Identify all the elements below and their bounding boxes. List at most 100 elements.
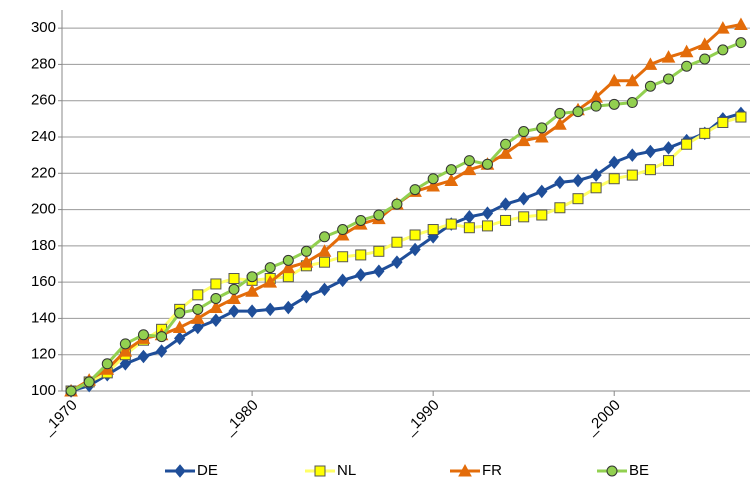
data-point — [518, 211, 530, 223]
legend-item: DE — [165, 462, 218, 479]
data-point — [463, 222, 475, 234]
x-tick-label: _1970 — [38, 397, 80, 439]
data-point — [735, 37, 747, 49]
data-point — [209, 300, 223, 314]
data-point — [192, 289, 204, 301]
data-point — [463, 210, 476, 224]
legend-item: NL — [305, 462, 356, 479]
data-point — [373, 264, 385, 279]
data-point — [681, 138, 693, 150]
data-point — [663, 73, 675, 85]
data-point — [246, 271, 258, 283]
data-point — [644, 144, 657, 159]
y-tick-label: 140 — [31, 309, 56, 326]
data-point — [318, 282, 331, 297]
x-tick-label: _2000 — [582, 397, 624, 439]
data-point — [192, 303, 204, 315]
data-point — [444, 173, 459, 187]
data-point — [643, 57, 658, 70]
y-tick-label: 180 — [31, 237, 56, 254]
data-point — [65, 385, 77, 397]
data-point — [590, 100, 602, 112]
data-point — [534, 129, 549, 143]
data-point — [174, 331, 186, 346]
series-line — [70, 23, 742, 393]
series-line — [70, 41, 742, 393]
data-point — [391, 255, 403, 269]
legend-marker — [174, 464, 186, 478]
data-point — [355, 268, 367, 282]
data-point — [373, 245, 385, 257]
data-point — [661, 50, 676, 63]
legend-marker — [458, 463, 472, 477]
y-tick-label: 120 — [31, 346, 56, 363]
data-point — [735, 111, 747, 123]
data-point — [192, 320, 204, 335]
data-point — [83, 376, 95, 388]
data-point — [572, 193, 584, 205]
data-point — [119, 338, 131, 350]
data-point — [228, 273, 240, 285]
data-point — [554, 175, 566, 190]
data-point — [536, 209, 548, 221]
data-point — [518, 191, 530, 206]
data-point — [355, 214, 367, 226]
data-point — [137, 329, 149, 341]
data-point — [518, 126, 530, 138]
data-point — [734, 17, 748, 31]
data-point — [409, 242, 421, 257]
data-point — [319, 231, 331, 243]
data-point — [463, 155, 475, 167]
data-point — [299, 255, 314, 268]
data-point — [264, 302, 276, 317]
data-point — [536, 184, 548, 199]
data-point — [172, 320, 187, 333]
data-point — [462, 162, 477, 176]
data-point — [210, 278, 222, 290]
data-point — [155, 344, 168, 358]
y-tick-label: 100 — [31, 382, 56, 399]
data-point — [699, 53, 711, 65]
data-point — [663, 155, 675, 167]
data-point — [699, 127, 711, 139]
data-point — [681, 60, 693, 72]
data-point — [319, 256, 331, 268]
y-tick-label: 300 — [31, 19, 56, 36]
data-point — [644, 80, 656, 92]
data-point — [282, 300, 294, 315]
data-point — [697, 37, 712, 50]
data-point — [427, 173, 439, 185]
data-point — [282, 254, 294, 266]
data-point — [445, 164, 457, 176]
data-point — [481, 220, 493, 232]
data-point — [644, 164, 656, 176]
data-point — [572, 106, 584, 118]
data-point — [317, 244, 332, 257]
data-point — [426, 178, 441, 192]
data-point — [337, 251, 349, 263]
data-point — [679, 44, 694, 58]
data-point — [210, 313, 222, 328]
data-point — [227, 291, 241, 304]
data-point — [174, 307, 186, 319]
data-point — [409, 184, 421, 196]
data-point — [554, 202, 566, 214]
data-point — [355, 249, 367, 261]
x-tick-label: _1980 — [220, 397, 262, 439]
legend-label: FR — [482, 462, 502, 479]
data-point — [500, 214, 512, 226]
data-point — [391, 236, 403, 248]
data-point — [156, 331, 168, 343]
data-point — [715, 21, 730, 34]
data-point — [210, 292, 222, 304]
y-tick-label: 200 — [31, 201, 56, 218]
data-point — [608, 173, 620, 185]
data-point — [590, 182, 602, 194]
data-point — [373, 209, 385, 221]
data-point — [499, 197, 512, 211]
data-point — [281, 260, 296, 274]
data-point — [608, 155, 620, 170]
data-point — [481, 206, 494, 220]
data-point — [427, 224, 439, 236]
